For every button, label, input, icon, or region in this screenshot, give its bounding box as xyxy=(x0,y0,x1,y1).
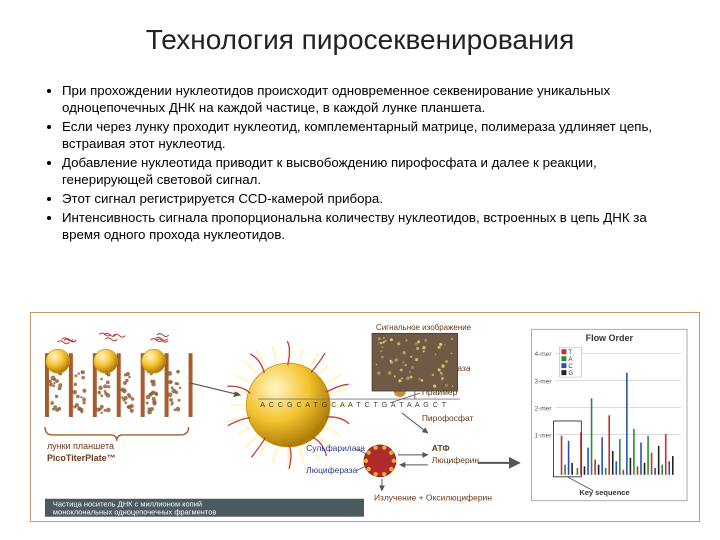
svg-text:Излучение + Оксилюциферин: Излучение + Оксилюциферин xyxy=(374,493,492,503)
slide: Технология пиросеквенирования При прохож… xyxy=(0,0,720,540)
diagram-svg: лунки планшетаPicoTiterPlate™Частица нос… xyxy=(31,313,699,521)
svg-text:1-mer: 1-mer xyxy=(534,433,552,440)
svg-text:A C C G C A T G C A A T C T: A C C G C A T G C A A T C T G A T A A G … xyxy=(260,401,447,409)
list-item: Добавление нуклеотида приводит к высвобо… xyxy=(62,154,680,188)
svg-text:4-mer: 4-mer xyxy=(534,351,552,358)
list-item: Если через лунку проходит нуклеотид, ком… xyxy=(62,118,680,152)
list-item: Интенсивность сигнала пропорциональна ко… xyxy=(62,209,680,243)
svg-text:C: C xyxy=(568,364,573,370)
svg-text:G: G xyxy=(568,371,573,377)
svg-text:3-mer: 3-mer xyxy=(534,378,552,385)
svg-text:Люциферин: Люциферин xyxy=(432,455,480,465)
svg-text:Сигнальное изображение: Сигнальное изображение xyxy=(376,323,472,332)
list-item: Этот сигнал регистрируется CCD-камерой п… xyxy=(62,190,680,207)
bullet-list: При прохождении нуклеотидов происходит о… xyxy=(40,82,680,243)
svg-text:Key sequence: Key sequence xyxy=(579,488,629,497)
svg-text:АТФ: АТФ xyxy=(432,443,450,453)
svg-text:T: T xyxy=(568,350,572,356)
svg-text:A: A xyxy=(568,357,572,363)
svg-text:моноклональных одноцепочечных: моноклональных одноцепочечных фрагментов xyxy=(53,508,216,517)
slide-title: Технология пиросеквенирования xyxy=(40,24,680,56)
svg-text:Люцифераза: Люцифераза xyxy=(306,465,357,475)
svg-text:Пирофосфат: Пирофосфат xyxy=(422,413,474,423)
svg-text:2-mer: 2-mer xyxy=(534,405,552,412)
list-item: При прохождении нуклеотидов происходит о… xyxy=(62,82,680,116)
svg-text:PicoTiterPlate™: PicoTiterPlate™ xyxy=(47,453,116,463)
svg-text:Сульфарилаза: Сульфарилаза xyxy=(306,443,365,453)
svg-text:Flow Order: Flow Order xyxy=(586,333,634,343)
pyrosequencing-diagram: лунки планшетаPicoTiterPlate™Частица нос… xyxy=(30,312,700,522)
svg-text:лунки планшета: лунки планшета xyxy=(47,441,114,451)
